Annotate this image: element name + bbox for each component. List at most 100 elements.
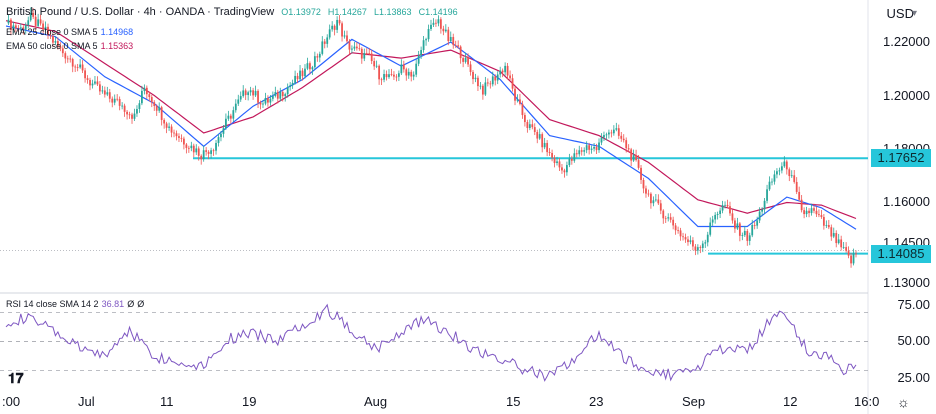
candle-body bbox=[299, 70, 301, 80]
candle-body bbox=[81, 64, 84, 71]
candle-body bbox=[842, 247, 845, 248]
time-tick-label: Aug bbox=[364, 394, 388, 409]
candle-body bbox=[642, 179, 645, 189]
candle-body bbox=[375, 65, 378, 67]
candle-body bbox=[543, 142, 546, 148]
candle-body bbox=[516, 99, 519, 101]
candle-body bbox=[131, 114, 133, 119]
candle-body bbox=[274, 92, 277, 96]
time-tick-label: Jul bbox=[78, 394, 95, 409]
candle-body bbox=[19, 27, 22, 29]
ema25-legend[interactable]: EMA 25 close 0 SMA 5 1.14968 bbox=[6, 26, 133, 38]
candle-body bbox=[412, 74, 415, 77]
candle-body bbox=[474, 77, 477, 80]
candle-body bbox=[153, 102, 156, 107]
candle-body bbox=[178, 136, 180, 138]
candle-body bbox=[202, 150, 205, 160]
candle-body bbox=[798, 191, 801, 200]
candle-body bbox=[472, 71, 474, 80]
candle-body bbox=[175, 133, 178, 137]
ema50-legend[interactable]: EMA 50 close 0 SMA 5 1.15363 bbox=[6, 40, 133, 52]
currency-label[interactable]: USD bbox=[886, 6, 914, 21]
candle-body bbox=[190, 145, 193, 149]
candle-body bbox=[501, 70, 504, 73]
candle-body bbox=[86, 78, 89, 80]
candle-body bbox=[494, 76, 497, 81]
level-price-badge: 1.17652 bbox=[871, 149, 931, 168]
candle-body bbox=[620, 135, 623, 139]
scroll-button[interactable]: ▾ bbox=[912, 8, 918, 19]
price-pane bbox=[0, 0, 869, 414]
candle-body bbox=[326, 37, 329, 44]
rsi-bands bbox=[0, 312, 868, 371]
candle-body bbox=[289, 85, 292, 87]
candle-body bbox=[341, 23, 343, 37]
ema50-value: 1.15363 bbox=[100, 41, 134, 51]
candle-body bbox=[538, 134, 541, 139]
candle-body bbox=[34, 16, 37, 26]
candle-body bbox=[328, 29, 331, 38]
candle-body bbox=[420, 50, 423, 56]
candle-body bbox=[276, 92, 279, 99]
candle-body bbox=[650, 193, 652, 204]
candle-body bbox=[281, 91, 284, 97]
candle-body bbox=[150, 97, 153, 103]
candle-body bbox=[454, 45, 457, 46]
candle-body bbox=[123, 105, 126, 112]
candle-body bbox=[126, 111, 128, 115]
candle-body bbox=[800, 199, 803, 211]
candle-body bbox=[242, 90, 245, 97]
candle-body bbox=[108, 92, 111, 99]
candle-body bbox=[271, 95, 274, 99]
candle-body bbox=[7, 19, 10, 24]
candle-body bbox=[595, 146, 598, 151]
candle-body bbox=[64, 53, 67, 59]
candle-body bbox=[136, 108, 138, 114]
tradingview-logo: 𝟏𝟕 bbox=[8, 370, 24, 386]
rsi-label: RSI 14 close SMA 14 2 bbox=[6, 299, 99, 309]
rsi-extra-2: Ø bbox=[137, 299, 145, 309]
candle-body bbox=[776, 171, 778, 175]
candle-body bbox=[477, 77, 479, 87]
settings-icon[interactable]: ☼ bbox=[897, 394, 910, 410]
rsi-legend[interactable]: RSI 14 close SMA 14 2 36.81 Ø Ø bbox=[6, 298, 144, 310]
candle-body bbox=[726, 204, 729, 207]
candle-body bbox=[432, 22, 435, 25]
candle-body bbox=[66, 58, 69, 60]
rsi-tick-label: 50.00 bbox=[897, 333, 930, 349]
candle-body bbox=[773, 174, 776, 182]
price-tick-label: 1.13000 bbox=[883, 274, 930, 290]
candle-body bbox=[331, 25, 334, 30]
candle-body bbox=[385, 74, 388, 78]
candle-body bbox=[180, 137, 183, 139]
candle-body bbox=[627, 148, 630, 150]
candle-body bbox=[217, 137, 220, 143]
candle-body bbox=[808, 210, 810, 214]
candle-body bbox=[491, 76, 494, 85]
candle-body bbox=[269, 98, 272, 103]
candle-body bbox=[400, 64, 403, 74]
candle-body bbox=[672, 219, 675, 226]
candle-body bbox=[504, 65, 507, 73]
candle-body bbox=[24, 25, 27, 30]
candle-body bbox=[548, 152, 551, 153]
candle-body bbox=[313, 56, 316, 68]
candle-body bbox=[430, 24, 432, 30]
candle-body bbox=[677, 230, 679, 232]
key-level-lines bbox=[0, 157, 868, 255]
candle-body bbox=[709, 222, 712, 235]
candle-body bbox=[563, 170, 566, 173]
candle-body bbox=[850, 255, 852, 264]
candle-body bbox=[370, 53, 373, 62]
candle-body bbox=[558, 161, 561, 168]
candle-body bbox=[783, 161, 786, 167]
candle-body bbox=[484, 82, 487, 95]
candle-body bbox=[103, 90, 106, 95]
candle-body bbox=[227, 115, 230, 119]
candle-body bbox=[89, 79, 91, 86]
candle-body bbox=[459, 46, 462, 59]
timeframe[interactable]: 4h bbox=[143, 6, 156, 18]
level-price-badge: 1.14085 bbox=[871, 244, 931, 263]
candle-body bbox=[647, 193, 650, 195]
